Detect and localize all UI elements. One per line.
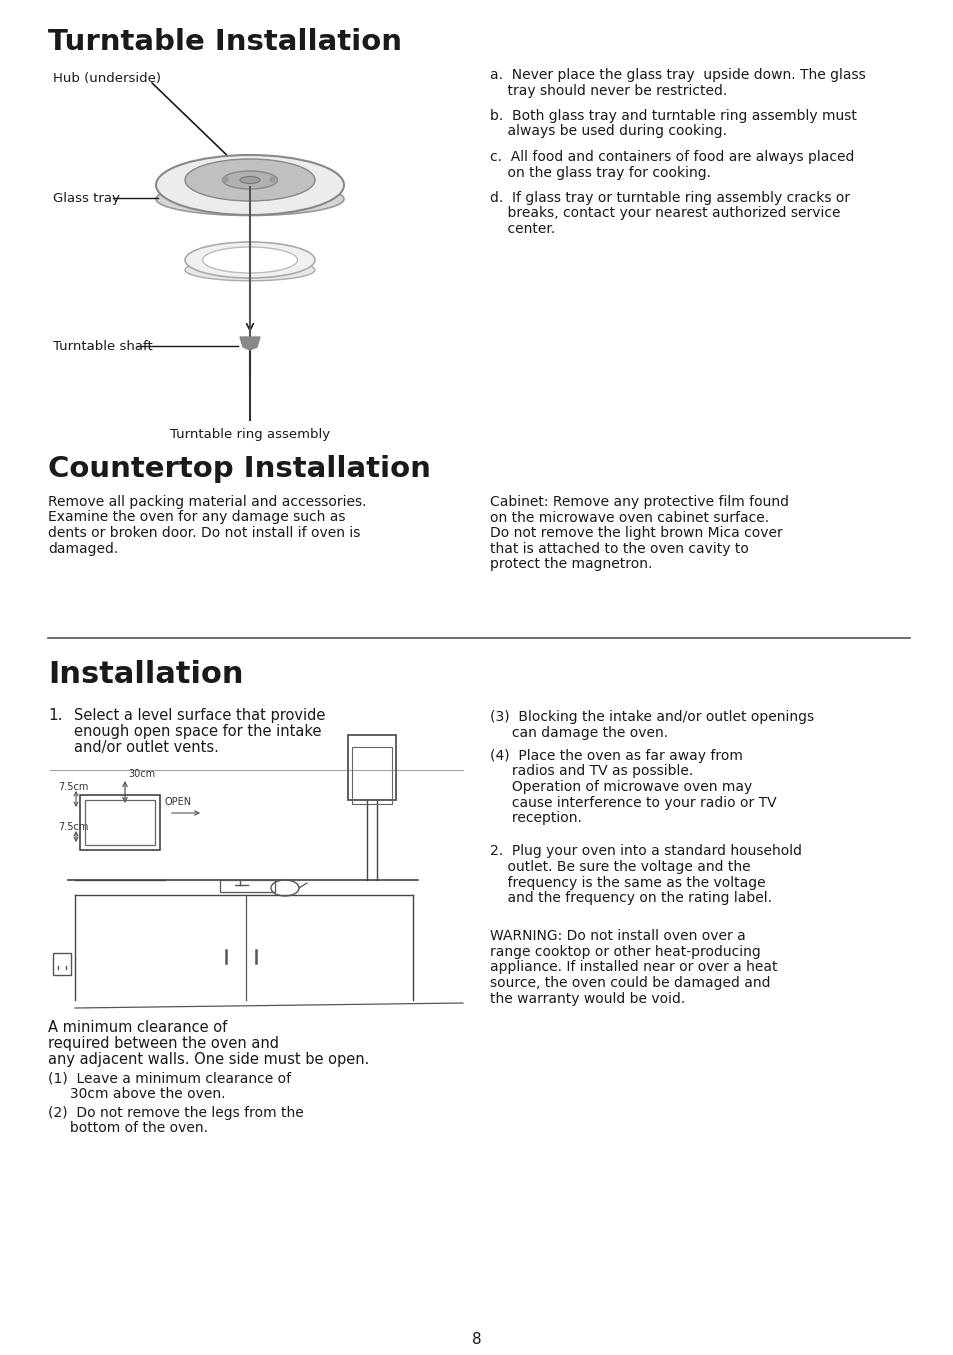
Text: Countertop Installation: Countertop Installation [48, 455, 431, 482]
Text: Do not remove the light brown Mica cover: Do not remove the light brown Mica cover [490, 526, 781, 541]
Text: 1.: 1. [48, 709, 63, 724]
Text: 2.  Plug your oven into a standard household: 2. Plug your oven into a standard househ… [490, 844, 801, 859]
Ellipse shape [185, 259, 314, 280]
Text: Examine the oven for any damage such as: Examine the oven for any damage such as [48, 511, 345, 524]
Text: OPEN: OPEN [165, 797, 192, 808]
Text: any adjacent walls. One side must be open.: any adjacent walls. One side must be ope… [48, 1051, 369, 1066]
Text: c.  All food and containers of food are always placed: c. All food and containers of food are a… [490, 150, 854, 164]
Text: center.: center. [490, 222, 555, 236]
Text: outlet. Be sure the voltage and the: outlet. Be sure the voltage and the [490, 860, 750, 874]
Ellipse shape [202, 247, 297, 272]
Text: Turntable ring assembly: Turntable ring assembly [170, 428, 330, 440]
Text: Turntable shaft: Turntable shaft [53, 340, 152, 354]
Text: Installation: Installation [48, 660, 243, 688]
Text: Cabinet: Remove any protective film found: Cabinet: Remove any protective film foun… [490, 495, 788, 509]
Text: required between the oven and: required between the oven and [48, 1037, 278, 1051]
Bar [348, 734, 395, 799]
Text: always be used during cooking.: always be used during cooking. [490, 125, 726, 138]
Text: bottom of the oven.: bottom of the oven. [48, 1122, 208, 1135]
Text: the warranty would be void.: the warranty would be void. [490, 992, 684, 1005]
Text: 7.5cm: 7.5cm [58, 822, 89, 832]
Text: enough open space for the intake: enough open space for the intake [74, 724, 321, 738]
Text: cause interference to your radio or TV: cause interference to your radio or TV [490, 795, 776, 809]
Text: a.  Never place the glass tray  upside down. The glass: a. Never place the glass tray upside dow… [490, 68, 864, 83]
Text: 7.5cm: 7.5cm [58, 782, 89, 793]
Text: can damage the oven.: can damage the oven. [490, 725, 667, 740]
Bar [53, 953, 71, 976]
Text: Glass tray: Glass tray [53, 192, 120, 205]
Text: damaged.: damaged. [48, 542, 118, 556]
Ellipse shape [185, 159, 314, 201]
Text: radios and TV as possible.: radios and TV as possible. [490, 764, 693, 779]
Text: Remove all packing material and accessories.: Remove all packing material and accessor… [48, 495, 366, 509]
Text: 30cm above the oven.: 30cm above the oven. [48, 1088, 225, 1102]
Text: WARNING: Do not install oven over a: WARNING: Do not install oven over a [490, 930, 745, 943]
Text: (1)  Leave a minimum clearance of: (1) Leave a minimum clearance of [48, 1072, 291, 1085]
Text: protect the magnetron.: protect the magnetron. [490, 557, 652, 570]
Text: on the microwave oven cabinet surface.: on the microwave oven cabinet surface. [490, 511, 768, 524]
Bar [80, 795, 160, 850]
Text: breaks, contact your nearest authorized service: breaks, contact your nearest authorized … [490, 206, 840, 221]
Text: (4)  Place the oven as far away from: (4) Place the oven as far away from [490, 749, 742, 763]
Ellipse shape [222, 171, 277, 188]
Bar [220, 879, 274, 892]
Ellipse shape [240, 176, 260, 183]
Text: dents or broken door. Do not install if oven is: dents or broken door. Do not install if … [48, 526, 360, 541]
Text: and/or outlet vents.: and/or outlet vents. [74, 740, 218, 755]
Text: that is attached to the oven cavity to: that is attached to the oven cavity to [490, 542, 748, 556]
Ellipse shape [156, 183, 344, 215]
Text: Turntable Installation: Turntable Installation [48, 28, 401, 56]
Text: reception.: reception. [490, 812, 581, 825]
Text: 30cm: 30cm [128, 770, 155, 779]
Text: (2)  Do not remove the legs from the: (2) Do not remove the legs from the [48, 1106, 303, 1121]
Text: range cooktop or other heat-producing: range cooktop or other heat-producing [490, 944, 760, 959]
Text: Hub (underside): Hub (underside) [53, 72, 161, 85]
Text: d.  If glass tray or turntable ring assembly cracks or: d. If glass tray or turntable ring assem… [490, 191, 849, 205]
Ellipse shape [156, 154, 344, 215]
Text: 8: 8 [472, 1332, 481, 1347]
Polygon shape [240, 337, 260, 350]
Ellipse shape [185, 243, 314, 278]
Text: and the frequency on the rating label.: and the frequency on the rating label. [490, 892, 771, 905]
Text: Select a level surface that provide: Select a level surface that provide [74, 709, 325, 724]
Text: A minimum clearance of: A minimum clearance of [48, 1020, 227, 1035]
Text: appliance. If installed near or over a heat: appliance. If installed near or over a h… [490, 961, 777, 974]
Bar [352, 747, 392, 804]
Text: b.  Both glass tray and turntable ring assembly must: b. Both glass tray and turntable ring as… [490, 108, 856, 123]
Text: Operation of microwave oven may: Operation of microwave oven may [490, 780, 752, 794]
Text: source, the oven could be damaged and: source, the oven could be damaged and [490, 976, 770, 991]
Text: (3)  Blocking the intake and/or outlet openings: (3) Blocking the intake and/or outlet op… [490, 710, 813, 724]
Text: on the glass tray for cooking.: on the glass tray for cooking. [490, 165, 710, 179]
Text: frequency is the same as the voltage: frequency is the same as the voltage [490, 875, 765, 889]
Bar [85, 799, 154, 846]
Text: tray should never be restricted.: tray should never be restricted. [490, 84, 726, 98]
